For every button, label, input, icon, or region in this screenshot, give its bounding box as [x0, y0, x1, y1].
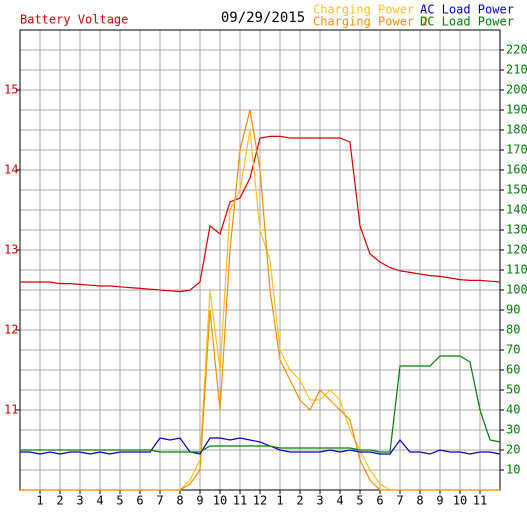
- y2-tick-label: 150: [506, 183, 527, 197]
- series-line: [20, 109, 500, 491]
- x-tick-label: 4: [336, 494, 343, 508]
- legend-entry: Charging Power 1: [313, 3, 429, 17]
- series-line: [20, 135, 501, 293]
- x-tick-label: 4: [96, 494, 103, 508]
- x-tick-label: 5: [356, 494, 363, 508]
- x-tick-label: 10: [453, 494, 467, 508]
- legend-entry: Charging Power 2: [313, 15, 429, 29]
- y2-tick-label: 10: [506, 463, 520, 477]
- x-tick-label: 7: [156, 494, 163, 508]
- x-tick-label: 1: [36, 494, 43, 508]
- y2-tick-label: 30: [506, 423, 520, 437]
- y-tick-label: 15: [4, 83, 18, 97]
- y-tick-label: 13: [4, 243, 18, 257]
- x-tick-label: 6: [376, 494, 383, 508]
- x-tick-label: 8: [176, 494, 183, 508]
- series-line: [20, 355, 501, 453]
- y2-tick-label: 120: [506, 243, 527, 257]
- x-tick-label: 9: [196, 494, 203, 508]
- legend-entry: AC Load Power: [420, 3, 514, 17]
- y2-tick-label: 90: [506, 303, 520, 317]
- x-tick-label: 7: [396, 494, 403, 508]
- y2-tick-label: 140: [506, 203, 527, 217]
- y2-tick-label: 60: [506, 363, 520, 377]
- x-tick-label: 2: [56, 494, 63, 508]
- x-tick-label: 9: [436, 494, 443, 508]
- y2-tick-label: 70: [506, 343, 520, 357]
- x-tick-label: 11: [233, 494, 247, 508]
- x-tick-label: 6: [136, 494, 143, 508]
- y-tick-label: 14: [4, 163, 18, 177]
- x-tick-label: 11: [473, 494, 487, 508]
- x-tick-label: 8: [416, 494, 423, 508]
- y2-tick-label: 110: [506, 263, 527, 277]
- legend-entry: DC Load Power: [420, 15, 514, 29]
- x-tick-label: 5: [116, 494, 123, 508]
- y2-tick-label: 130: [506, 223, 527, 237]
- x-tick-label: 3: [76, 494, 83, 508]
- y2-tick-label: 170: [506, 143, 527, 157]
- series-line: [20, 437, 501, 455]
- x-tick-label: 10: [213, 494, 227, 508]
- y2-tick-label: 220: [506, 43, 527, 57]
- x-tick-label: 2: [296, 494, 303, 508]
- y2-tick-label: 100: [506, 283, 527, 297]
- chart-title: 09/29/2015: [221, 10, 305, 26]
- y-tick-label: 12: [4, 323, 18, 337]
- y2-tick-label: 210: [506, 63, 527, 77]
- y2-tick-label: 50: [506, 383, 520, 397]
- x-tick-label: 3: [316, 494, 323, 508]
- plot-border: [19, 29, 501, 491]
- y2-tick-label: 80: [506, 323, 520, 337]
- y2-tick-label: 190: [506, 103, 527, 117]
- y2-tick-label: 180: [506, 123, 527, 137]
- y2-tick-label: 20: [506, 443, 520, 457]
- x-tick-label: 12: [253, 494, 267, 508]
- y2-tick-label: 160: [506, 163, 527, 177]
- y-axis-title: Battery Voltage: [20, 13, 128, 27]
- y2-tick-label: 40: [506, 403, 520, 417]
- y2-tick-label: 200: [506, 83, 527, 97]
- x-tick-label: 1: [276, 494, 283, 508]
- y-tick-label: 11: [4, 403, 18, 417]
